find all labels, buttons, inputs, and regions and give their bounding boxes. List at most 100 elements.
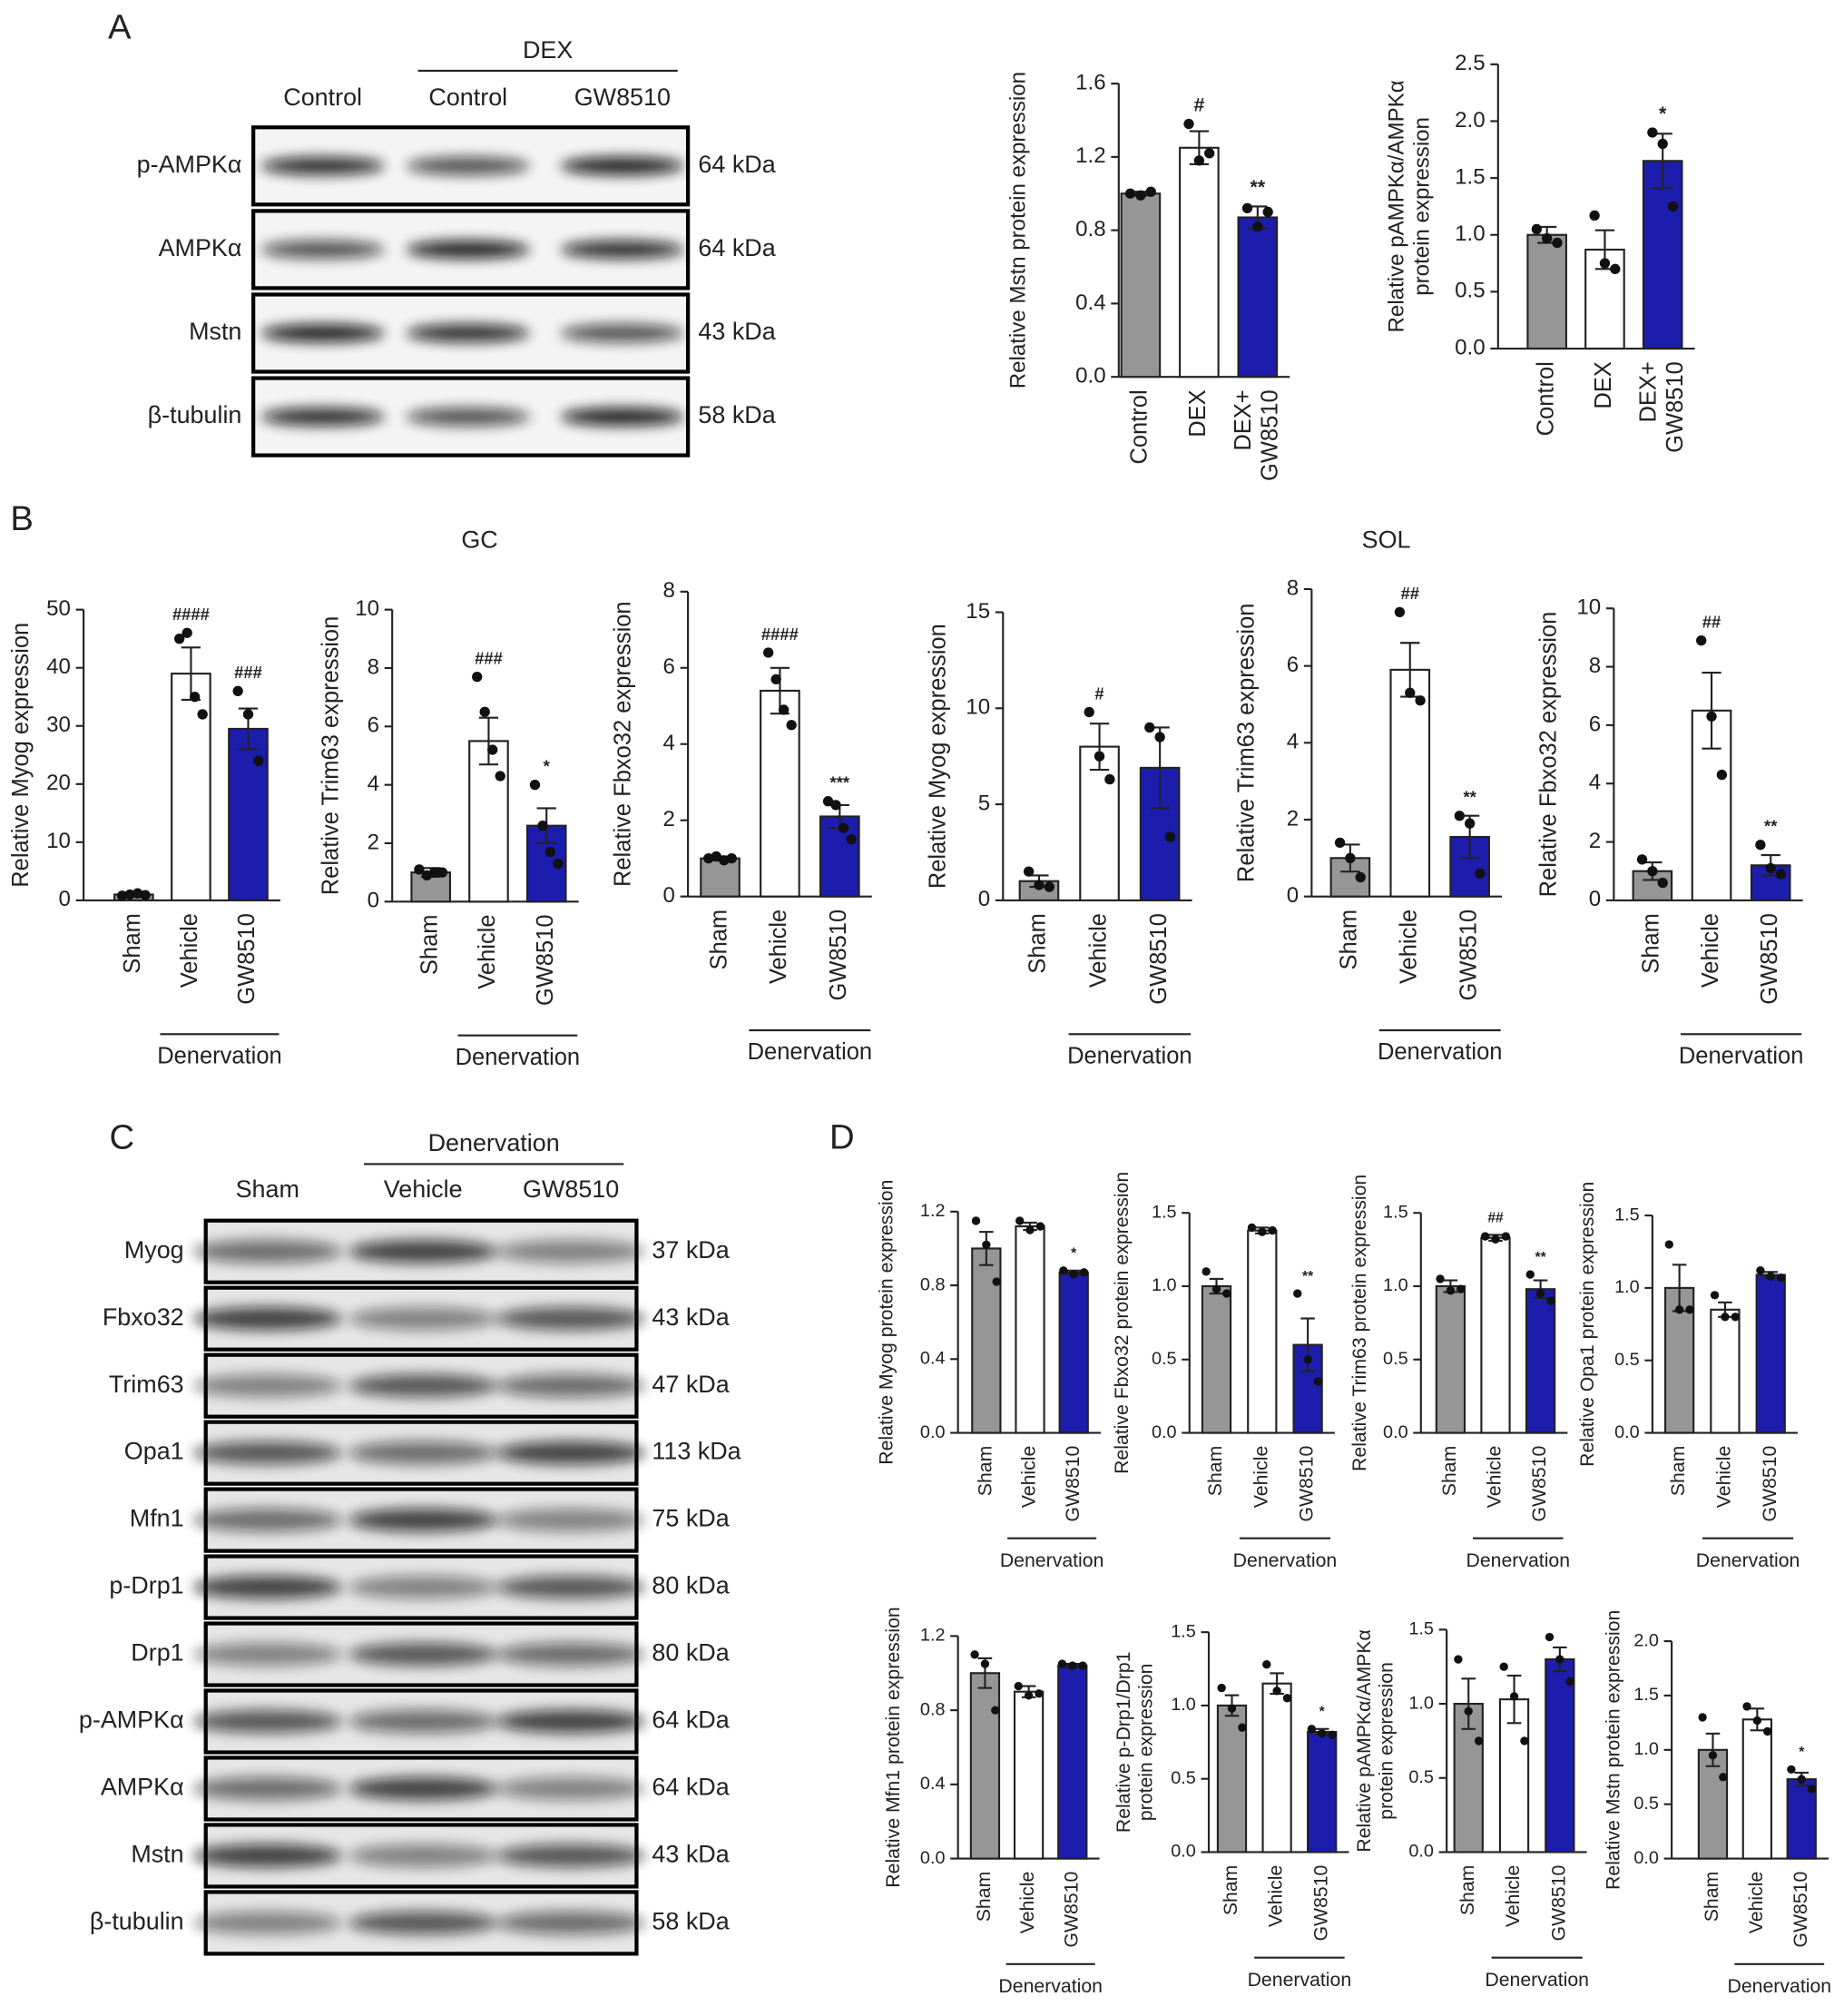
significance-label: * (1319, 1705, 1326, 1720)
data-point (992, 1277, 1001, 1286)
y-axis-label: Relative Opa1 protein expression (1576, 1182, 1598, 1467)
y-tick-label: 0 (1287, 883, 1299, 908)
data-point (1307, 1725, 1317, 1734)
y-axis-label-line: Relative Myog protein expression (875, 1180, 897, 1465)
blot-size-label: 64 kDa (652, 1706, 729, 1734)
blot-band (406, 156, 530, 175)
y-tick-label: 30 (46, 713, 71, 737)
blot-column-label: GW8510 (523, 1175, 619, 1203)
data-point (1708, 1751, 1718, 1760)
y-tick-label: 0.5 (1455, 279, 1485, 303)
data-point (846, 834, 857, 845)
data-point (1144, 722, 1155, 733)
data-point (1475, 868, 1486, 879)
y-tick-label: 2 (1287, 806, 1299, 831)
data-point (786, 720, 797, 731)
bar (171, 673, 211, 901)
data-point (1024, 1691, 1034, 1700)
data-point (1710, 1291, 1720, 1300)
data-point (1756, 1266, 1765, 1275)
blot-row-label: Mfn1 (130, 1505, 184, 1532)
data-point (1752, 1716, 1762, 1726)
section-title: SOL (1362, 526, 1411, 554)
significance-label: ** (1764, 817, 1778, 836)
data-point (1035, 1689, 1044, 1698)
blot-band (348, 1575, 498, 1599)
bar (1307, 1730, 1338, 1854)
y-tick-label: 0.0 (1633, 1848, 1659, 1868)
data-point (1706, 711, 1717, 722)
y-tick-label: 1.6 (1075, 70, 1105, 94)
significance-label: *** (830, 773, 850, 792)
data-point (1262, 1660, 1271, 1669)
y-tick-label: 0.0 (1075, 364, 1105, 388)
blot-band (192, 1709, 342, 1734)
y-tick-label: 8 (1287, 575, 1299, 600)
y-tick-label: 0 (978, 887, 990, 911)
blot-column-label: Control (283, 84, 362, 111)
blot-band (192, 1306, 342, 1331)
y-tick-label: 0.0 (1408, 1842, 1434, 1862)
group-label: Denervation (456, 1045, 581, 1070)
y-tick-label: 1.0 (1614, 1277, 1640, 1297)
y-tick-label: 1.2 (920, 1201, 946, 1221)
x-tick-label: Control (1127, 389, 1152, 464)
blot-size-label: 58 kDa (652, 1908, 729, 1935)
data-point (1252, 221, 1263, 232)
data-point (495, 771, 505, 782)
bar (1642, 160, 1683, 350)
bar (1697, 1748, 1729, 1860)
blot-size-label: 43 kDa (652, 1303, 729, 1331)
blot-column-label: GW8510 (574, 84, 671, 111)
data-point (1674, 1305, 1684, 1314)
data-point (1044, 881, 1054, 892)
group-label: Denervation (1466, 1549, 1570, 1571)
data-point (1589, 210, 1600, 221)
y-tick-label: 0.0 (920, 1848, 946, 1868)
significance-label: ## (1401, 584, 1419, 603)
data-point (1345, 852, 1356, 863)
group-label: Denervation (1067, 1044, 1192, 1069)
data-point (1535, 1289, 1545, 1298)
bar (1261, 1682, 1292, 1854)
data-point (1023, 866, 1035, 877)
data-point (1555, 1655, 1564, 1664)
x-tick-label: Sham (1639, 913, 1664, 974)
x-tick-label: Sham (1337, 910, 1362, 970)
data-point (1222, 1289, 1231, 1298)
data-point (472, 671, 483, 683)
blot-band (348, 1441, 498, 1465)
y-axis-label: Relative Myog expression (925, 624, 950, 889)
x-tick-label: Vehicle (1018, 1446, 1040, 1509)
y-tick-label: 0.5 (1633, 1794, 1659, 1814)
y-axis-label-line: Relative Mstn protein expression (1602, 1610, 1623, 1890)
y-axis-label: Relative Fbxo32 expression (1535, 612, 1561, 898)
blot-size-label: 43 kDa (652, 1841, 729, 1868)
significance-label: ## (1487, 1210, 1504, 1225)
x-tick-label: Sham (974, 1446, 996, 1497)
bar (1120, 192, 1162, 379)
data-point (436, 867, 448, 878)
y-tick-label: 8 (663, 578, 675, 603)
y-tick-label: 0 (1589, 887, 1601, 911)
blot-band (348, 1844, 498, 1868)
data-point (1797, 1775, 1806, 1784)
data-point (529, 779, 541, 791)
bar (1526, 233, 1567, 350)
y-tick-label: 1.5 (1383, 1202, 1408, 1222)
y-axis-label-line: Relative Trim63 expression (318, 616, 343, 896)
group-label: Denervation (1000, 1549, 1104, 1571)
significance-label: * (1799, 1745, 1805, 1760)
blot-size-label: 75 kDa (652, 1505, 729, 1532)
bar (1013, 1690, 1045, 1860)
y-tick-label: 0.4 (920, 1774, 946, 1794)
bar (971, 1247, 1002, 1434)
data-point (1545, 1632, 1555, 1642)
bar (700, 857, 741, 898)
bar (1057, 1665, 1088, 1860)
significance-label: #### (172, 605, 210, 624)
bar (1079, 745, 1120, 901)
significance-label: ** (1535, 1250, 1547, 1265)
